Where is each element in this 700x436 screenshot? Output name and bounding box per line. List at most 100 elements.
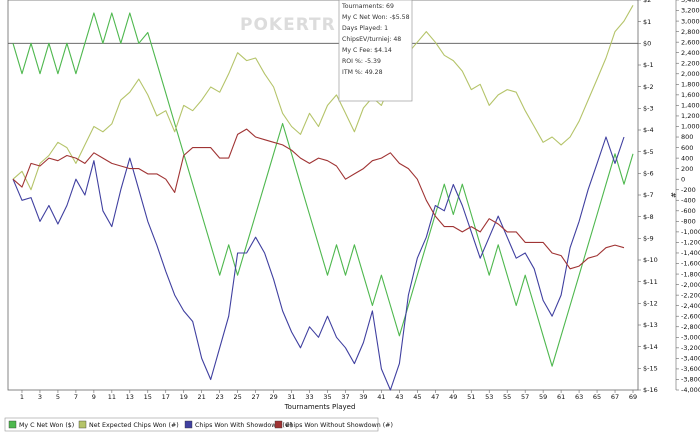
legend-label: Chips Won With Showdown (#) <box>195 422 293 429</box>
right-tick-label: -4,000 <box>681 386 700 394</box>
right-tick-label: -3,000 <box>681 333 700 341</box>
left-tick-label: $-6 <box>643 170 654 178</box>
legend-swatch <box>78 420 87 429</box>
legend-item[interactable]: Net Expected Chips Won (#) <box>78 420 179 429</box>
legend-label: My C Net Won ($) <box>19 422 74 429</box>
x-tick-label: 37 <box>341 393 349 401</box>
watermark: POKERTR <box>240 15 336 35</box>
series-line-2 <box>12 136 625 391</box>
tooltip-line: ChipsEV/turniej: 48 <box>342 36 401 43</box>
right-tick-label: -3,800 <box>681 376 700 384</box>
right-tick-label: 2,600 <box>681 38 700 46</box>
axes: 1 3 5 7 9 11 13 15 17 19 21 23 25 27 29 31 33 35 37 39 41 43 4… <box>20 0 700 401</box>
right-tick-label: 800 <box>681 133 693 141</box>
x-tick-label: 69 <box>629 393 637 401</box>
x-tick-label: 27 <box>251 393 259 401</box>
tooltip: Tournaments: 69 My C Net Won: -$5.58 Day… <box>338 0 413 102</box>
left-tick-label: $-5 <box>643 148 654 156</box>
x-tick-label: 11 <box>108 393 116 401</box>
right-axis-title: # <box>669 192 677 198</box>
x-tick-label: 35 <box>323 393 331 401</box>
x-tick-label: 33 <box>305 393 313 401</box>
right-tick-label: 2,400 <box>681 49 700 57</box>
x-tick-label: 55 <box>503 393 511 401</box>
series-line-1 <box>12 5 634 191</box>
x-tick-label: 51 <box>467 393 475 401</box>
legend-item[interactable]: Chips Won With Showdown (#) <box>184 420 293 429</box>
right-tick-label: 1,800 <box>681 81 700 89</box>
right-tick-label: -2,000 <box>681 281 700 289</box>
tooltip-line: My C Fee: $4.14 <box>342 47 392 54</box>
right-tick-label: -200 <box>681 186 696 194</box>
right-tick-label: 3,200 <box>681 7 700 15</box>
x-tick-label: 63 <box>575 393 583 401</box>
x-tick-label: 7 <box>74 393 78 401</box>
left-tick-label: $-3 <box>643 105 654 113</box>
left-tick-label: $-2 <box>643 83 654 91</box>
left-tick-label: $0 <box>643 40 651 48</box>
x-tick-label: 65 <box>593 393 601 401</box>
right-tick-label: 2,800 <box>681 28 700 36</box>
x-tick-label: 39 <box>359 393 367 401</box>
legend-label: Chips Won Without Showdown (#) <box>285 422 393 429</box>
right-tick-label: -1,600 <box>681 260 700 268</box>
series-line-3 <box>12 128 625 270</box>
x-tick-label: 17 <box>162 393 170 401</box>
left-tick-label: $-16 <box>643 386 658 394</box>
right-tick-label: -1,000 <box>681 228 700 236</box>
right-tick-label: -2,400 <box>681 302 700 310</box>
x-tick-label: 43 <box>395 393 403 401</box>
right-tick-label: -2,200 <box>681 291 700 299</box>
right-tick-label: 400 <box>681 154 693 162</box>
series-layer <box>12 5 634 391</box>
right-tick-label: -1,200 <box>681 239 700 247</box>
x-tick-label: 21 <box>198 393 206 401</box>
x-tick-label: 47 <box>431 393 439 401</box>
x-tick-label: 29 <box>269 393 277 401</box>
x-tick-label: 13 <box>126 393 134 401</box>
right-tick-label: -600 <box>681 207 696 215</box>
left-tick-label: $-15 <box>643 365 658 373</box>
legend-swatch <box>8 420 17 429</box>
x-tick-label: 25 <box>233 393 241 401</box>
right-tick-label: -2,600 <box>681 312 700 320</box>
x-tick-label: 49 <box>449 393 457 401</box>
right-tick-label: -800 <box>681 218 696 226</box>
x-tick-label: 15 <box>144 393 152 401</box>
plot-area <box>7 0 639 391</box>
left-tick-label: $2 <box>643 0 651 4</box>
x-tick-label: 61 <box>557 393 565 401</box>
legend: My C Net Won ($) Net Expected Chips Won … <box>4 417 393 432</box>
right-tick-label: -3,200 <box>681 344 700 352</box>
right-tick-label: 600 <box>681 144 693 152</box>
x-tick-label: 31 <box>287 393 295 401</box>
left-tick-label: $-13 <box>643 321 658 329</box>
x-tick-label: 45 <box>413 393 421 401</box>
right-tick-label: -2,800 <box>681 323 700 331</box>
legend-item[interactable]: My C Net Won ($) <box>8 420 74 429</box>
right-tick-label: 1,400 <box>681 102 700 110</box>
x-tick-label: 59 <box>539 393 547 401</box>
right-tick-label: 200 <box>681 165 693 173</box>
left-tick-label: $-7 <box>643 191 654 199</box>
x-tick-label: 3 <box>38 393 42 401</box>
right-tick-label: -1,400 <box>681 249 700 257</box>
left-tick-label: $-12 <box>643 300 658 308</box>
legend-item[interactable]: Chips Won Without Showdown (#) <box>274 420 393 429</box>
x-tick-label: 5 <box>56 393 60 401</box>
x-tick-label: 53 <box>485 393 493 401</box>
right-tick-label: -400 <box>681 196 696 204</box>
x-tick-label: 9 <box>92 393 96 401</box>
left-tick-label: $1 <box>643 18 651 26</box>
tooltip-box <box>338 0 413 102</box>
left-tick-label: $-4 <box>643 126 654 134</box>
x-tick-label: 67 <box>611 393 619 401</box>
right-tick-label: -3,400 <box>681 355 700 363</box>
x-tick-label: 23 <box>216 393 224 401</box>
left-tick-label: $-11 <box>643 278 658 286</box>
right-tick-label: 1,000 <box>681 123 700 131</box>
left-tick-label: $-1 <box>643 61 654 69</box>
tooltip-line: ITM %: 49.28 <box>342 69 383 76</box>
legend-swatch <box>274 420 283 429</box>
